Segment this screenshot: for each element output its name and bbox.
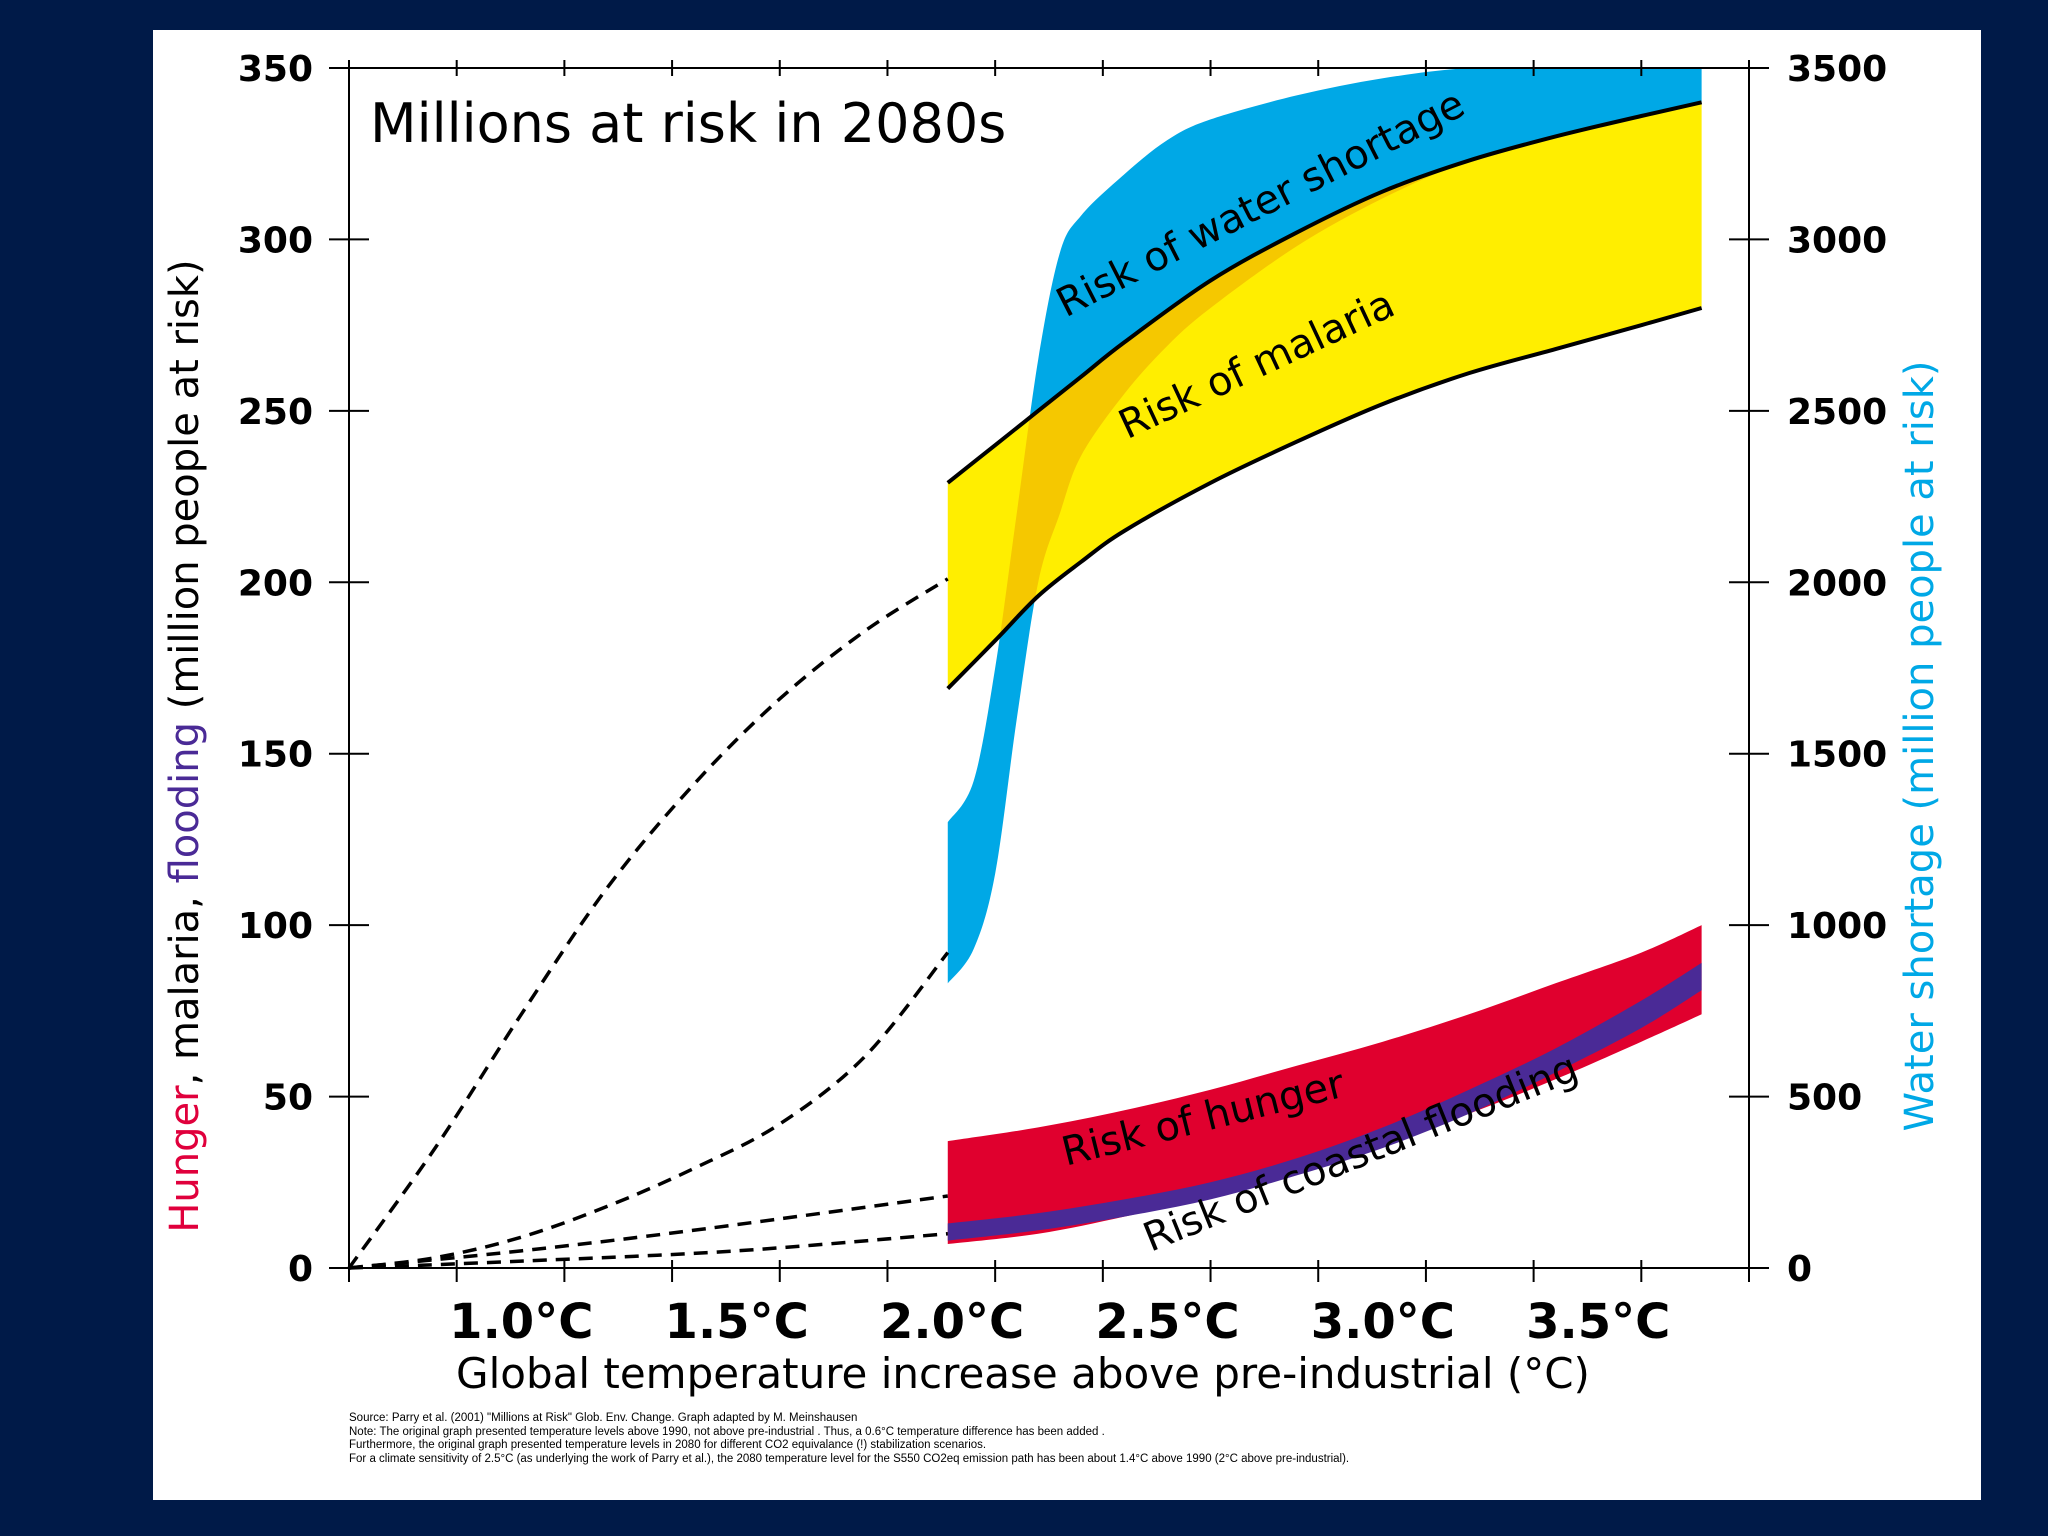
dashed-water-shortage-lower	[348, 951, 950, 1270]
chart-slide: 0 50 100 150 200 250 300 350 0 500 1000 1500 2000 250…	[153, 30, 1981, 1500]
y-right-tick-label-0: 0	[1787, 1249, 1812, 1290]
source-note-line: Furthermore, the original graph presente…	[349, 1439, 987, 1451]
y-right-tick-label-2000: 2000	[1787, 563, 1887, 604]
source-note-line: Source: Parry et al. (2001) "Millions at…	[349, 1412, 858, 1424]
x-axis-label: Global temperature increase above pre-in…	[456, 1349, 1590, 1398]
x-tick-label-2.0°C: 2.0°C	[880, 1294, 1024, 1350]
x-tick-label-3.5°C: 3.5°C	[1526, 1294, 1670, 1350]
y-axis-label-right: Water shortage (million people at risk)	[1897, 361, 1943, 1132]
chart: 0501001502002503003500500100015002000250…	[162, 49, 1943, 1398]
risk-bands	[946, 68, 1703, 1244]
water-shortage-band	[947, 68, 1702, 984]
dashed-flooding-lower	[348, 1231, 948, 1270]
y-left-tick-label-250: 250	[238, 392, 313, 433]
source-note-line: For a climate sensitivity of 2.5°C (as u…	[349, 1452, 1350, 1465]
y-right-tick-label-2500: 2500	[1787, 392, 1887, 433]
y-left-tick-label-50: 50	[263, 1078, 313, 1119]
y-left-tick-label-0: 0	[288, 1249, 313, 1290]
x-tick-label-2.5°C: 2.5°C	[1095, 1294, 1239, 1350]
y-axis-label-left-part-2: flooding	[162, 722, 208, 883]
x-tick-label-1.0°C: 1.0°C	[449, 1294, 593, 1350]
malaria-upper-line	[946, 100, 1703, 485]
y-left-tick-label-350: 350	[238, 49, 313, 90]
axes	[348, 67, 1750, 1269]
chart-title: Millions at risk in 2080s	[370, 92, 1006, 155]
y-left-tick-label-150: 150	[238, 735, 313, 776]
y-axis-label-left-part-3: (million people at risk)	[162, 259, 208, 722]
y-right-tick-label-1000: 1000	[1787, 906, 1887, 947]
source-note-line: Note: The original graph presented tempe…	[349, 1425, 1105, 1438]
dashed-hunger-upper	[348, 1194, 949, 1270]
x-tick-label-1.5°C: 1.5°C	[665, 1294, 809, 1350]
y-axis-label-left: Hunger, malaria, flooding (million peopl…	[162, 259, 208, 1232]
dashed-water-shortage-upper	[347, 577, 949, 1270]
dashed-extrapolations	[347, 577, 950, 1270]
y-right-tick-label-3500: 3500	[1787, 49, 1887, 90]
y-axis-label-left-part-1: , malaria,	[162, 883, 208, 1085]
axis-ticks: 0501001502002503003500500100015002000250…	[238, 49, 1887, 1350]
y-left-tick-label-300: 300	[238, 220, 313, 261]
malaria-lower-line	[946, 306, 1703, 690]
source-notes: Source: Parry et al. (2001) "Millions at…	[349, 1412, 1909, 1466]
y-left-tick-label-200: 200	[238, 563, 313, 604]
y-right-tick-label-500: 500	[1787, 1078, 1862, 1119]
y-left-tick-label-100: 100	[238, 906, 313, 947]
y-axis-label-left-part-0: Hunger	[162, 1085, 208, 1233]
y-right-tick-label-1500: 1500	[1787, 735, 1887, 776]
x-tick-label-3.0°C: 3.0°C	[1311, 1294, 1455, 1350]
malaria-band	[947, 102, 1702, 689]
y-right-tick-label-3000: 3000	[1787, 220, 1887, 261]
hunger-band	[947, 925, 1702, 1244]
